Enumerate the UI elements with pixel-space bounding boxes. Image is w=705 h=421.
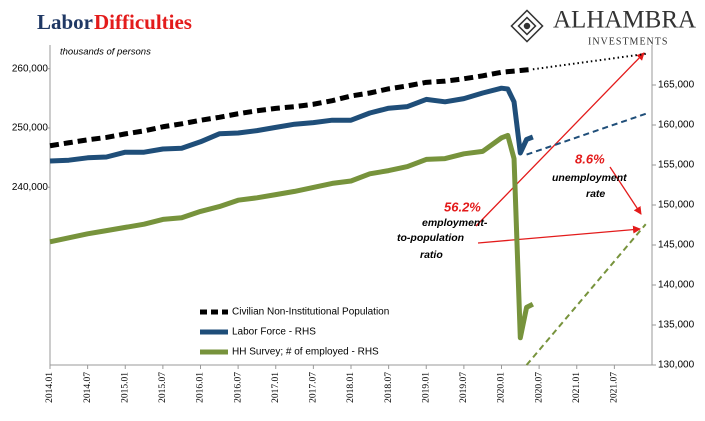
projection-line [525,223,647,366]
y2-tick-label: 135,000 [658,320,695,331]
x-tick-label: 2020.07 [534,372,544,403]
y-tick-label: 260,000 [12,63,49,74]
legend-label: Labor Force - RHS [232,327,316,338]
annotation: 56.2% [444,199,481,214]
x-tick-label: 2015.07 [158,372,168,403]
series-line [49,85,534,164]
logo-icon [510,9,544,43]
projection-line [532,52,646,71]
series-line [49,66,534,149]
projection-line [526,112,647,156]
arrows [475,52,645,244]
x-tick-label: 2021.01 [572,372,582,403]
annotation: rate [586,188,605,200]
chart-title: Labor [37,10,93,34]
legend-label: Civilian Non-Institutional Population [232,307,389,318]
arrow [475,52,645,227]
x-tick-label: 2014.07 [83,372,93,403]
x-tick-label: 2021.07 [610,372,620,403]
annotation: employment- [422,217,488,229]
y2-tick-label: 165,000 [658,80,695,91]
annotation: ratio [420,249,443,261]
y2-tick-label: 130,000 [658,360,695,371]
x-tick-label: 2018.07 [384,372,394,403]
series-line [49,132,534,341]
y2-tick-label: 160,000 [658,120,695,131]
y-tick-label: 250,000 [12,123,49,134]
x-tick-label: 2019.01 [421,372,431,403]
x-tick-label: 2017.07 [309,372,319,403]
x-tick-label: 2017.01 [271,372,281,403]
x-tick-label: 2019.07 [459,372,469,403]
y2-tick-label: 140,000 [658,280,695,291]
annotation: 8.6% [575,151,605,166]
annotation: unemployment [552,172,627,184]
unit-note: thousands of persons [60,47,151,58]
x-tick-label: 2018.01 [346,372,356,403]
legend-label: HH Survey; # of employed - RHS [232,347,379,358]
logo-name: ALHAMBRA [553,7,696,34]
x-tick-label: 2015.01 [120,372,130,403]
arrow [477,225,641,244]
logo-tagline: INVESTMENTS [588,36,668,47]
chart-title-highlight: Difficulties [94,10,192,34]
x-tick-label: 2016.07 [233,372,243,403]
annotation: to-population [397,232,464,244]
y2-tick-label: 155,000 [658,160,695,171]
arrow [609,166,642,215]
x-tick-label: 2020.01 [497,372,507,403]
y-tick-label: 240,000 [12,182,49,193]
y2-tick-label: 145,000 [658,240,695,251]
x-tick-label: 2014.01 [45,372,55,403]
x-tick-label: 2016.01 [196,372,206,403]
y2-tick-label: 150,000 [658,200,695,211]
